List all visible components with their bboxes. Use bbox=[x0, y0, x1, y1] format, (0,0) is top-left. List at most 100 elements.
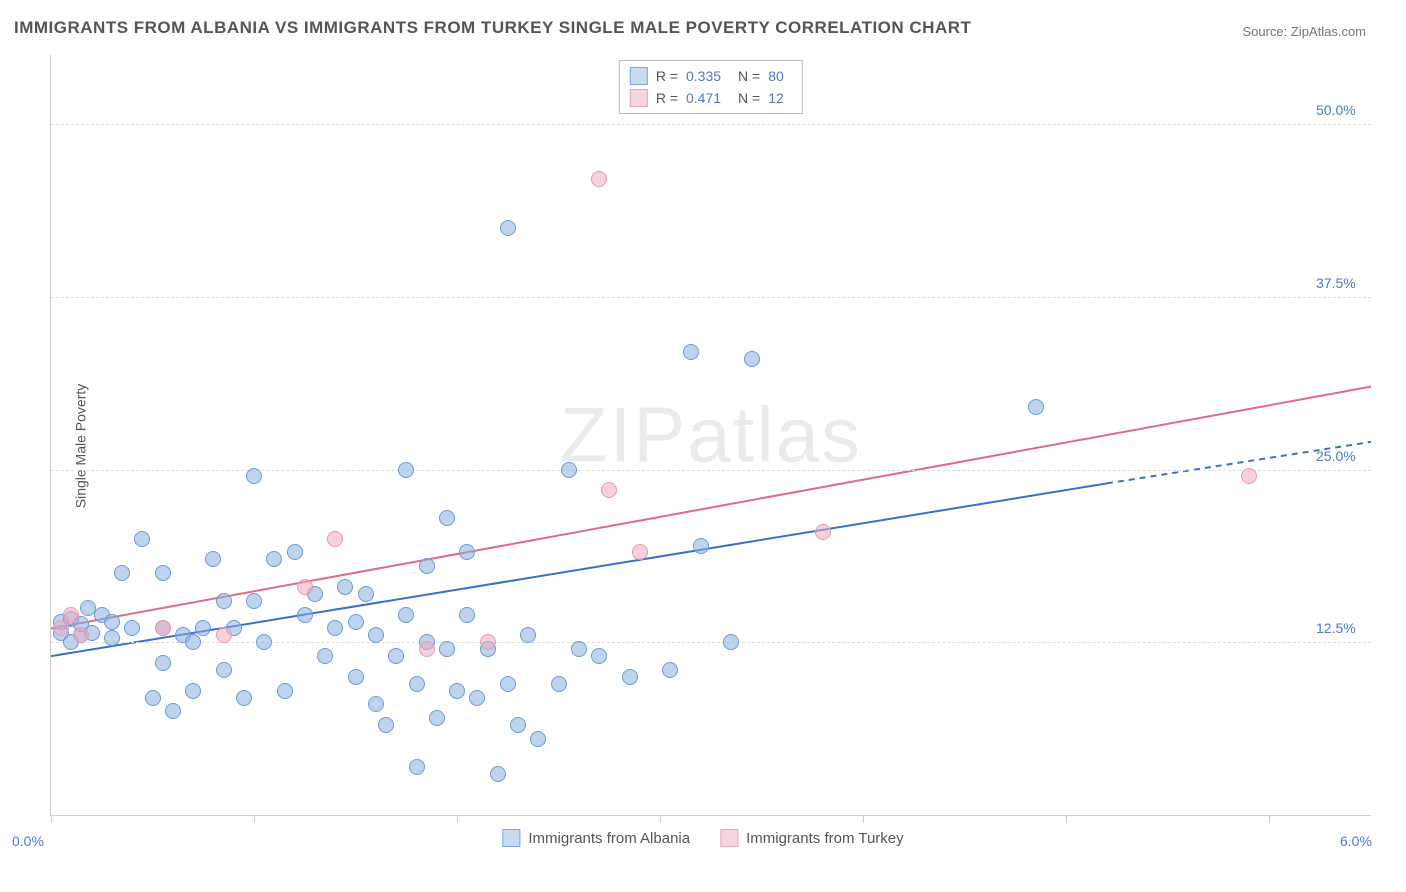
y-tick-label: 12.5% bbox=[1316, 620, 1356, 636]
data-point bbox=[500, 220, 516, 236]
data-point bbox=[297, 579, 313, 595]
legend-n-value: 12 bbox=[768, 90, 792, 106]
data-point bbox=[409, 759, 425, 775]
data-point bbox=[815, 524, 831, 540]
legend-series-name: Immigrants from Albania bbox=[528, 830, 690, 847]
data-point bbox=[1028, 399, 1044, 415]
legend-series-item: Immigrants from Albania bbox=[502, 829, 690, 847]
x-tick bbox=[254, 815, 255, 823]
legend-r-label: R = bbox=[656, 90, 678, 106]
data-point bbox=[195, 620, 211, 636]
x-tick bbox=[1269, 815, 1270, 823]
data-point bbox=[155, 655, 171, 671]
data-point bbox=[530, 731, 546, 747]
data-point bbox=[469, 690, 485, 706]
source-label: Source: ZipAtlas.com bbox=[1242, 24, 1366, 39]
legend-series-name: Immigrants from Turkey bbox=[746, 830, 904, 847]
data-point bbox=[256, 634, 272, 650]
data-point bbox=[601, 482, 617, 498]
data-point bbox=[236, 690, 252, 706]
data-point bbox=[124, 620, 140, 636]
data-point bbox=[216, 593, 232, 609]
data-point bbox=[500, 676, 516, 692]
data-point bbox=[398, 462, 414, 478]
data-point bbox=[622, 669, 638, 685]
legend-n-value: 80 bbox=[768, 68, 792, 84]
data-point bbox=[145, 690, 161, 706]
data-point bbox=[317, 648, 333, 664]
data-point bbox=[459, 607, 475, 623]
data-point bbox=[185, 683, 201, 699]
legend-swatch-icon bbox=[630, 89, 648, 107]
data-point bbox=[348, 669, 364, 685]
y-tick-label: 37.5% bbox=[1316, 275, 1356, 291]
data-point bbox=[398, 607, 414, 623]
data-point bbox=[63, 607, 79, 623]
data-point bbox=[490, 766, 506, 782]
data-point bbox=[205, 551, 221, 567]
data-point bbox=[429, 710, 445, 726]
chart-title: IMMIGRANTS FROM ALBANIA VS IMMIGRANTS FR… bbox=[14, 18, 971, 38]
legend-swatch-icon bbox=[720, 829, 738, 847]
data-point bbox=[571, 641, 587, 657]
data-point bbox=[155, 620, 171, 636]
data-point bbox=[520, 627, 536, 643]
data-point bbox=[551, 676, 567, 692]
legend-r-value: 0.471 bbox=[686, 90, 730, 106]
data-point bbox=[378, 717, 394, 733]
x-min-label: 0.0% bbox=[12, 833, 44, 849]
legend-row: R = 0.471 N = 12 bbox=[630, 87, 792, 109]
correlation-legend: R =0.335N =80R =0.471N =12 bbox=[619, 60, 803, 114]
legend-series-item: Immigrants from Turkey bbox=[720, 829, 904, 847]
data-point bbox=[744, 351, 760, 367]
data-point bbox=[73, 627, 89, 643]
x-tick bbox=[863, 815, 864, 823]
x-tick bbox=[51, 815, 52, 823]
data-point bbox=[459, 544, 475, 560]
data-point bbox=[1241, 468, 1257, 484]
legend-row: R =0.335N =80 bbox=[630, 65, 792, 87]
data-point bbox=[104, 614, 120, 630]
data-point bbox=[693, 538, 709, 554]
series-legend: Immigrants from Albania Immigrants from T… bbox=[502, 829, 903, 847]
data-point bbox=[480, 634, 496, 650]
legend-n-label: N = bbox=[738, 90, 760, 106]
data-point bbox=[723, 634, 739, 650]
data-point bbox=[439, 510, 455, 526]
data-point bbox=[114, 565, 130, 581]
data-point bbox=[53, 620, 69, 636]
data-point bbox=[337, 579, 353, 595]
data-point bbox=[358, 586, 374, 602]
plot-area: ZIPatlas R =0.335N =80R =0.471N =12 12.5… bbox=[50, 55, 1371, 816]
data-point bbox=[277, 683, 293, 699]
data-point bbox=[510, 717, 526, 733]
legend-r-label: R = bbox=[656, 68, 678, 84]
legend-swatch-icon bbox=[502, 829, 520, 847]
legend-n-label: N = bbox=[738, 68, 760, 84]
gridline bbox=[51, 642, 1371, 643]
data-point bbox=[561, 462, 577, 478]
data-point bbox=[246, 593, 262, 609]
data-point bbox=[104, 630, 120, 646]
data-point bbox=[327, 531, 343, 547]
data-point bbox=[266, 551, 282, 567]
y-tick-label: 25.0% bbox=[1316, 448, 1356, 464]
data-point bbox=[439, 641, 455, 657]
legend-swatch-icon bbox=[630, 67, 648, 85]
data-point bbox=[591, 648, 607, 664]
data-point bbox=[134, 531, 150, 547]
data-point bbox=[216, 627, 232, 643]
data-point bbox=[348, 614, 364, 630]
data-point bbox=[155, 565, 171, 581]
data-point bbox=[246, 468, 262, 484]
x-max-label: 6.0% bbox=[1340, 833, 1372, 849]
data-point bbox=[165, 703, 181, 719]
data-point bbox=[419, 641, 435, 657]
data-point bbox=[368, 627, 384, 643]
data-point bbox=[591, 171, 607, 187]
data-point bbox=[368, 696, 384, 712]
watermark-text: ZIPatlas bbox=[560, 390, 862, 481]
data-point bbox=[327, 620, 343, 636]
data-point bbox=[185, 634, 201, 650]
x-tick bbox=[1066, 815, 1067, 823]
